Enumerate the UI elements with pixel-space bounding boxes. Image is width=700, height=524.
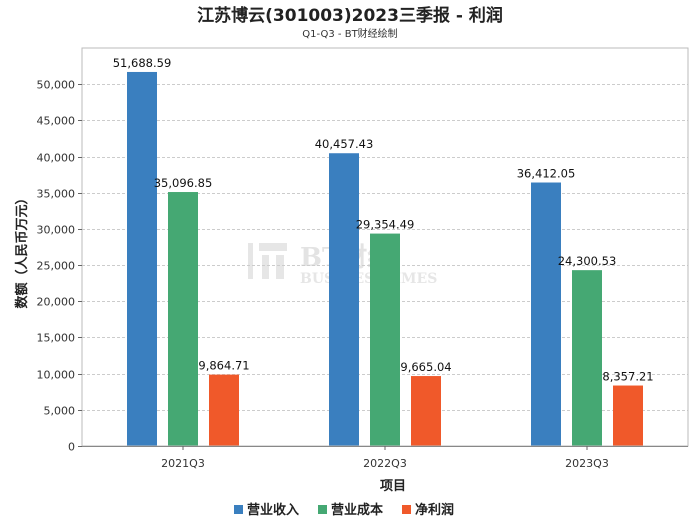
bar-营业收入-2023Q3 [531,182,561,447]
x-tick-label: 2022Q3 [363,457,407,470]
data-label: 9,864.71 [198,359,249,373]
y-axis-label: 数额（人民币万元） [14,191,30,308]
bar-营业成本-2023Q3 [572,270,602,446]
legend-label: 营业成本 [331,502,383,518]
bars: 51,688.59 35,096.85 9,864.71 40,457.43 29,35… [113,56,654,447]
legend: 营业收入 营业成本 净利润 [234,502,454,518]
y-tick-label: 30,000 [37,224,76,237]
data-label: 40,457.43 [315,137,374,151]
chart-title: 江苏博云(301003)2023三季报 - 利润 [197,5,503,26]
bar-营业收入-2021Q3 [127,71,157,446]
data-label: 8,357.21 [602,370,653,384]
bar-营业成本-2022Q3 [370,233,400,446]
y-tick-label: 25,000 [37,260,76,273]
chart-subtitle: Q1-Q3 - BT财经绘制 [302,27,397,40]
watermark-logo-bar [248,243,253,279]
data-label: 35,096.85 [154,176,213,190]
y-tick-label: 35,000 [37,188,76,201]
y-tick-label: 5,000 [44,405,76,418]
y-tick-label: 20,000 [37,296,76,309]
data-label: 29,354.49 [356,218,415,232]
x-tick-label: 2021Q3 [161,457,205,470]
watermark-subtext: BUSINESSTIMES [300,271,437,287]
y-tick-label: 10,000 [37,369,76,382]
bar-营业成本-2021Q3 [168,192,198,446]
y-tick-label: 40,000 [37,152,76,165]
x-axis-label: 项目 [380,479,406,494]
y-tick-label: 45,000 [37,115,76,128]
data-label: 36,412.05 [517,167,576,181]
legend-swatch [318,505,327,514]
legend-label: 营业收入 [247,502,299,518]
axes: 0 5,000 10,000 15,000 20,000 25,000 30,000 35,0… [37,47,689,470]
y-tick-label: 50,000 [37,79,76,92]
data-label: 24,300.53 [558,254,617,268]
bar-净利润-2022Q3 [411,376,441,446]
x-tick-label: 2023Q3 [565,457,609,470]
y-tick-label: 15,000 [37,332,76,345]
legend-swatch [234,505,243,514]
legend-swatch [402,505,411,514]
watermark-logo-bar [259,243,287,251]
bar-净利润-2021Q3 [209,374,239,446]
watermark-logo-bar [276,255,284,279]
bar-净利润-2023Q3 [613,385,643,446]
legend-label: 净利润 [415,502,454,518]
data-label: 51,688.59 [113,56,172,70]
watermark-logo-bar [262,255,269,279]
bar-营业收入-2022Q3 [329,153,359,446]
data-label: 9,665.04 [400,360,451,374]
y-tick-label: 0 [68,441,75,454]
